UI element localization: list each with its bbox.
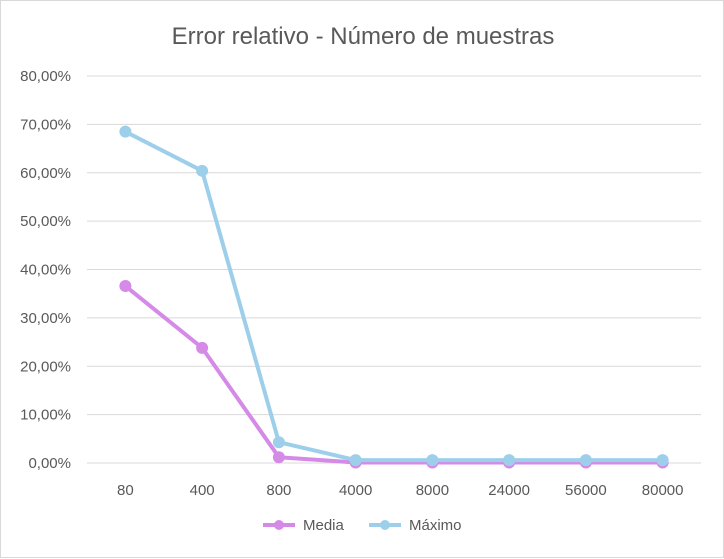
legend-label: Máximo — [409, 517, 462, 534]
grid — [87, 75, 701, 464]
data-point — [119, 279, 132, 292]
data-point — [349, 454, 362, 467]
x-tick-label: 56000 — [565, 482, 607, 499]
legend-marker — [380, 520, 390, 530]
legend-marker — [274, 520, 284, 530]
data-point — [196, 164, 209, 177]
y-tick-label: 80,00% — [20, 68, 71, 85]
series — [119, 125, 669, 469]
y-tick-label: 10,00% — [20, 407, 71, 424]
x-tick-label: 4000 — [339, 482, 372, 499]
y-tick-label: 70,00% — [20, 116, 71, 133]
x-tick-label: 400 — [190, 482, 215, 499]
data-point — [579, 454, 592, 467]
data-point — [426, 454, 439, 467]
series-line — [123, 283, 665, 465]
legend: Media Máximo — [263, 517, 462, 534]
data-point — [272, 451, 285, 464]
y-tick-label: 20,00% — [20, 358, 71, 375]
y-tick-label: 50,00% — [20, 213, 71, 230]
x-tick-label: 80000 — [642, 482, 684, 499]
chart-title: Error relativo - Número de muestras — [172, 23, 555, 50]
data-point — [272, 436, 285, 449]
x-tick-label: 8000 — [416, 482, 449, 499]
x-tick-label: 80 — [117, 482, 134, 499]
y-axis-ticks: 0,00% 10,00% 20,00% 30,00% 40,00% 50,00% 60,00… — [20, 68, 71, 472]
data-point — [196, 341, 209, 354]
y-tick-label: 30,00% — [20, 310, 71, 327]
x-axis-ticks: 80 400 800 4000 8000 24000 56000 80000 — [117, 482, 683, 499]
y-tick-label: 40,00% — [20, 262, 71, 279]
data-point — [656, 454, 669, 467]
data-point — [503, 454, 516, 467]
series-line — [123, 129, 665, 463]
data-point — [119, 125, 132, 138]
y-tick-label: 0,00% — [28, 455, 71, 472]
x-tick-label: 800 — [266, 482, 291, 499]
y-tick-label: 60,00% — [20, 165, 71, 182]
legend-label: Media — [303, 517, 345, 534]
x-tick-label: 24000 — [488, 482, 530, 499]
